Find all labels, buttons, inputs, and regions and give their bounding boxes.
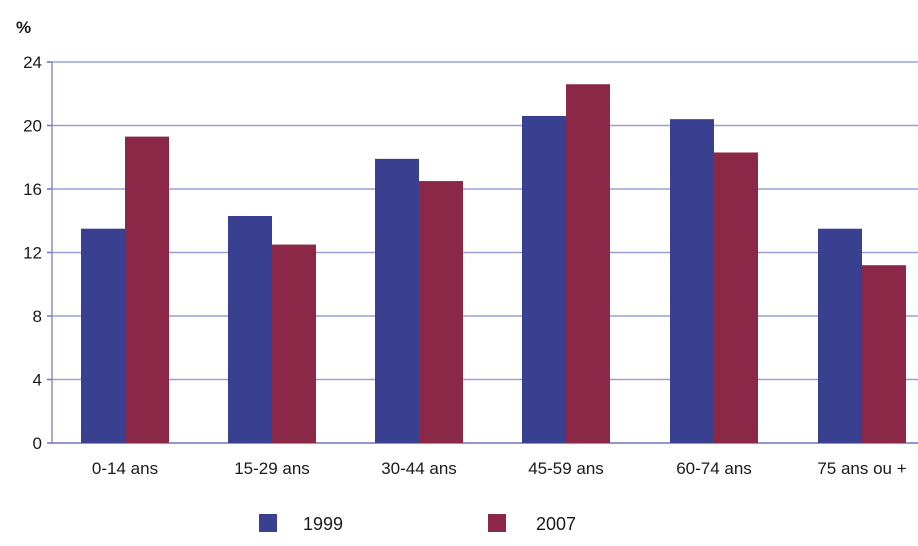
x-category-label: 15-29 ans — [234, 459, 310, 478]
bar-1999 — [670, 119, 714, 444]
x-category-label: 0-14 ans — [92, 459, 158, 478]
y-tick-label: 4 — [33, 371, 42, 390]
bar-2007 — [566, 84, 610, 443]
legend: 1999 2007 — [259, 514, 576, 534]
gridlines — [51, 61, 918, 444]
x-category-label: 60-74 ans — [676, 459, 752, 478]
legend-swatch-2007 — [488, 514, 506, 532]
bar-2007 — [862, 265, 906, 443]
bar-1999 — [81, 228, 125, 443]
legend-swatch-1999 — [259, 514, 277, 532]
x-category-label: 45-59 ans — [528, 459, 604, 478]
bar-1999 — [522, 115, 566, 443]
bar-2007 — [125, 136, 169, 444]
y-tick-label: 0 — [33, 434, 42, 453]
legend-label-2007: 2007 — [536, 514, 576, 534]
bar-1999 — [375, 158, 419, 443]
y-tick-label: 24 — [23, 53, 42, 72]
bar-2007 — [272, 244, 316, 443]
y-tick-label: 8 — [33, 307, 42, 326]
bars — [81, 84, 906, 444]
bar-1999 — [818, 228, 862, 443]
bar-2007 — [419, 181, 463, 443]
y-axis-unit-label: % — [16, 18, 31, 37]
bar-2007 — [714, 152, 758, 444]
y-axis-ticks: 0 4 8 12 16 20 24 — [23, 53, 52, 453]
y-tick-label: 16 — [23, 180, 42, 199]
y-tick-label: 20 — [23, 117, 42, 136]
x-category-label: 75 ans ou + — [817, 459, 906, 478]
y-tick-label: 12 — [23, 244, 42, 263]
legend-label-1999: 1999 — [303, 514, 343, 534]
bar-1999 — [228, 215, 272, 443]
x-category-label: 30-44 ans — [381, 459, 457, 478]
x-axis-categories: 0-14 ans 15-29 ans 30-44 ans 45-59 ans 60-74… — [92, 459, 907, 478]
